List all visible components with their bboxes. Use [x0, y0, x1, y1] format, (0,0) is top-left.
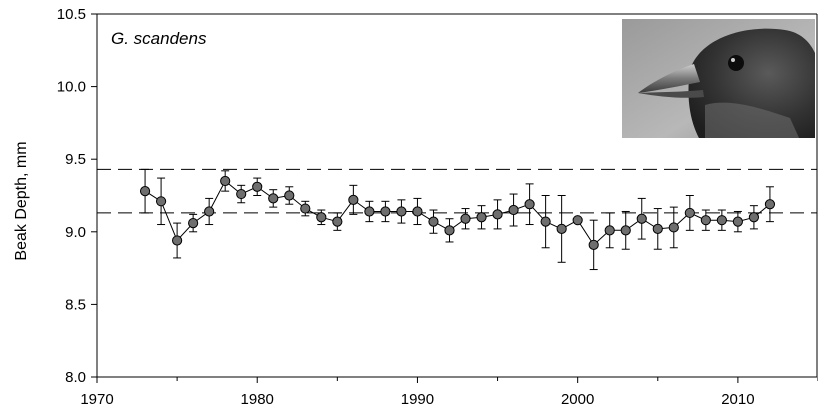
data-point — [284, 190, 295, 201]
y-tick-label: 8.0 — [65, 369, 86, 386]
data-point — [268, 193, 279, 204]
data-point — [396, 206, 407, 217]
data-point — [155, 196, 167, 207]
finch-breast-speckle — [705, 102, 800, 138]
data-point — [364, 206, 375, 217]
finch-upper-beak — [638, 64, 700, 93]
data-point — [556, 223, 567, 234]
data-point — [204, 206, 215, 217]
finch-eye — [728, 55, 744, 71]
data-point — [380, 206, 391, 217]
finch-lower-beak — [638, 90, 704, 98]
data-point — [588, 239, 599, 250]
data-point — [604, 225, 615, 236]
x-tick-label: 2000 — [561, 391, 594, 408]
data-point — [188, 217, 199, 229]
data-point — [139, 186, 151, 197]
data-point — [636, 213, 647, 224]
finch-photo-inset — [622, 19, 815, 138]
data-point — [236, 188, 247, 200]
y-ticks: 8.0 8.5 9.0 9.5 10.0 10.5 — [57, 6, 97, 386]
data-point — [332, 216, 343, 227]
data-point — [252, 181, 263, 192]
y-tick-label: 10.0 — [57, 79, 86, 96]
x-tick-label: 2010 — [721, 391, 754, 408]
y-tick-label: 9.0 — [65, 224, 86, 241]
x-ticks: 1970 1980 1990 2000 2010 — [80, 377, 818, 408]
series-connecting-line — [144, 180, 771, 246]
y-tick-label: 10.5 — [57, 6, 86, 23]
series-group — [139, 168, 776, 271]
data-point — [748, 212, 760, 223]
data-point — [300, 203, 311, 214]
data-point — [444, 225, 455, 236]
species-label: G. scandens — [111, 29, 207, 48]
data-point — [412, 206, 423, 217]
data-point — [508, 204, 519, 216]
finch-eye-highlight — [731, 58, 735, 62]
data-point — [572, 215, 583, 226]
data-point — [652, 223, 663, 234]
data-point — [460, 213, 471, 224]
data-point — [476, 212, 487, 223]
y-axis-title: Beak Depth, mm — [13, 141, 30, 260]
data-point — [524, 199, 535, 210]
data-point — [220, 175, 231, 187]
data-point — [620, 225, 631, 236]
y-tick-label: 9.5 — [65, 151, 86, 168]
data-point — [316, 212, 327, 223]
data-point — [492, 209, 503, 220]
x-tick-label: 1990 — [401, 391, 434, 408]
data-point — [172, 235, 183, 246]
data-point — [684, 207, 695, 219]
data-point — [540, 216, 551, 227]
data-point — [732, 216, 743, 227]
data-point — [668, 222, 679, 233]
data-point — [764, 199, 776, 210]
axes — [96, 13, 818, 378]
y-tick-label: 8.5 — [65, 296, 86, 313]
x-tick-label: 1980 — [241, 391, 274, 408]
data-point — [716, 215, 727, 226]
x-tick-label: 1970 — [80, 391, 113, 408]
reference-lines — [97, 168, 817, 214]
data-point — [428, 216, 439, 227]
data-point — [348, 194, 359, 205]
data-point — [700, 215, 711, 226]
